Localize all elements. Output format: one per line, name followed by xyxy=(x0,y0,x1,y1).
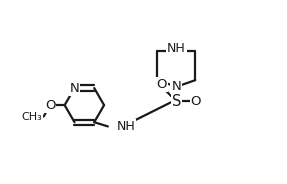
Text: N: N xyxy=(70,82,79,95)
Text: NH: NH xyxy=(167,42,186,55)
Text: O: O xyxy=(156,78,167,91)
Text: O: O xyxy=(191,95,201,108)
Text: CH₃: CH₃ xyxy=(22,112,42,121)
Text: O: O xyxy=(45,99,55,112)
Text: N: N xyxy=(171,80,181,93)
Text: NH: NH xyxy=(116,120,135,133)
Text: S: S xyxy=(172,94,181,109)
